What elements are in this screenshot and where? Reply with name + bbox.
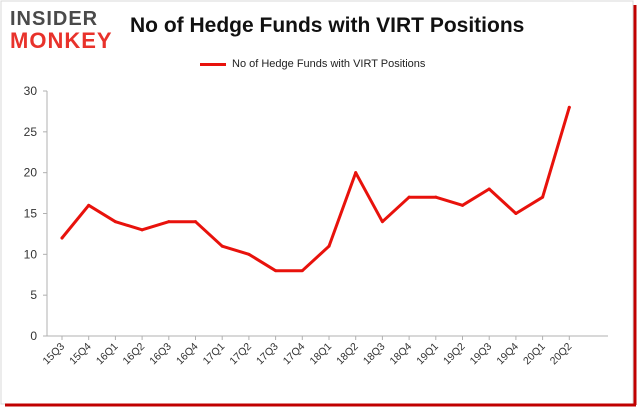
data-point [461, 203, 464, 207]
data-point [354, 171, 358, 175]
y-tick-label: 25 [24, 125, 38, 139]
data-point [167, 220, 171, 224]
logo-text-top: INSIDER [10, 8, 99, 30]
series-line [60, 105, 571, 273]
x-tick-label: 18Q2 [334, 341, 361, 368]
data-point [140, 228, 144, 232]
data-point [380, 220, 384, 224]
insider-monkey-logo: INSIDER MONKEY [10, 6, 118, 54]
x-tick-label: 20Q2 [548, 341, 575, 368]
data-point [87, 203, 91, 207]
x-tick-label: 16Q1 [94, 341, 121, 368]
y-tick-label: 0 [30, 329, 37, 343]
y-tick-label: 5 [30, 288, 37, 302]
data-point [60, 236, 64, 240]
data-point [247, 252, 251, 256]
data-point [113, 220, 117, 224]
chart-legend: No of Hedge Funds with VIRT Positions [200, 56, 425, 72]
data-point [541, 195, 545, 199]
data-point [487, 187, 491, 191]
x-tick-label: 17Q2 [227, 341, 254, 368]
x-tick-label: 18Q4 [388, 341, 415, 368]
x-tick-label: 16Q4 [174, 341, 201, 368]
data-point [567, 105, 571, 109]
y-tick-label: 20 [24, 166, 38, 180]
data-point [434, 195, 438, 199]
x-tick-label: 20Q1 [521, 341, 548, 368]
x-tick-label: 15Q3 [40, 341, 67, 368]
legend-label: No of Hedge Funds with VIRT Positions [232, 58, 426, 70]
data-point [514, 212, 518, 215]
x-tick-label: 19Q2 [441, 341, 468, 368]
y-tick-label: 30 [24, 84, 38, 98]
data-point [220, 244, 224, 248]
x-tick-label: 15Q4 [67, 341, 94, 368]
data-point [194, 220, 197, 224]
x-tick-label: 17Q1 [201, 341, 228, 368]
x-tick-label: 19Q1 [414, 341, 441, 368]
x-tick-label: 16Q3 [147, 341, 174, 368]
data-point [274, 269, 278, 273]
y-tick-label: 10 [24, 247, 38, 261]
data-point [327, 244, 331, 248]
x-tick-label: 19Q4 [494, 341, 521, 368]
data-point [300, 269, 304, 273]
data-point [407, 195, 411, 199]
x-tick-label: 18Q1 [307, 341, 334, 368]
logo-text-bottom: MONKEY [10, 28, 113, 53]
x-tick-label: 16Q2 [121, 341, 148, 368]
x-tick-label: 17Q4 [281, 341, 308, 368]
y-tick-label: 15 [24, 207, 38, 221]
chart-title: No of Hedge Funds with VIRT Positions [130, 14, 525, 37]
x-tick-label: 17Q3 [254, 341, 281, 368]
legend-line-swatch [200, 62, 226, 66]
x-tick-label: 19Q3 [468, 341, 495, 368]
x-tick-label: 18Q3 [361, 341, 388, 368]
